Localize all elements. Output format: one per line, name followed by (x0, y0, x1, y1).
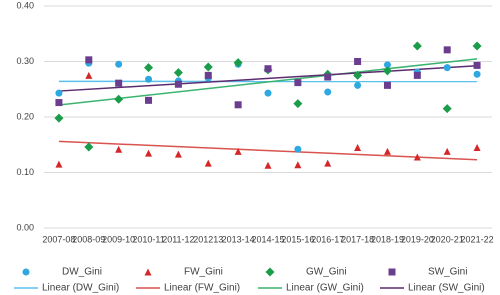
point (115, 60, 123, 68)
point (443, 64, 451, 72)
point (324, 73, 332, 81)
point (324, 88, 332, 96)
point (234, 101, 242, 109)
point (204, 71, 212, 79)
x-tick-label: 2019-20 (401, 234, 434, 244)
point (294, 145, 302, 153)
point (115, 145, 123, 153)
point (443, 46, 451, 54)
point (443, 147, 451, 155)
legend-marker (144, 268, 152, 276)
legend-label: GW_Gini (306, 267, 347, 278)
point (383, 147, 391, 155)
x-tick-label: 2010-11 (132, 234, 164, 244)
x-tick-label: 2009-10 (102, 234, 135, 244)
y-tick-label: 0.40 (16, 0, 34, 10)
point (55, 99, 63, 107)
point (145, 149, 153, 157)
point (264, 161, 272, 169)
point (353, 70, 363, 80)
point (203, 62, 213, 72)
legend-marker (265, 267, 275, 277)
x-tick-label: 2015-16 (281, 234, 314, 244)
y-tick-label: 0.30 (16, 56, 34, 66)
trendline (58, 58, 478, 106)
point (472, 41, 482, 51)
x-tick-label: 2007-08 (42, 234, 75, 244)
point (145, 96, 153, 104)
x-tick-label: 2020-21 (431, 234, 464, 244)
trendline (58, 65, 478, 92)
x-tick-label: 201213 (193, 234, 223, 244)
legend-label: FW_Gini (184, 267, 223, 278)
point (442, 104, 452, 114)
point (473, 61, 481, 69)
legend-label: Linear (DW_Gini) (42, 283, 119, 294)
point (293, 99, 303, 109)
x-tick-label: 2014-15 (251, 234, 284, 244)
legend-label: Linear (GW_Gini) (286, 283, 364, 294)
point (473, 70, 481, 78)
x-tick-label: 2008-09 (72, 234, 105, 244)
x-tick-label: 2016-17 (311, 234, 344, 244)
x-tick-label: 2021-22 (461, 234, 494, 244)
point (85, 56, 93, 64)
point (85, 71, 93, 79)
point (115, 79, 123, 87)
point (174, 150, 182, 158)
trendline (58, 140, 478, 161)
legend-label: SW_Gini (428, 267, 467, 278)
point (145, 75, 153, 83)
x-tick-label: 2011-12 (162, 234, 194, 244)
point (204, 159, 212, 167)
point (233, 58, 243, 68)
point (412, 41, 422, 51)
point (55, 89, 63, 97)
point (264, 89, 272, 97)
legend-marker (388, 268, 396, 276)
point (173, 68, 183, 78)
point (324, 159, 332, 167)
legend-marker (22, 268, 30, 276)
legend-label: Linear (FW_Gini) (164, 283, 240, 294)
point (234, 147, 242, 155)
point (413, 153, 421, 161)
point (144, 63, 154, 73)
point (354, 58, 362, 65)
x-tick-label: 2018-19 (371, 234, 404, 244)
point (294, 161, 302, 169)
point (354, 81, 362, 89)
point (54, 113, 64, 123)
x-tick-label: 2013-14 (222, 234, 255, 244)
point (383, 81, 391, 89)
y-tick-label: 0.10 (16, 167, 34, 177)
point (354, 144, 362, 152)
y-tick-label: 0.00 (16, 222, 34, 232)
point (174, 80, 182, 88)
point (473, 144, 481, 152)
point (114, 94, 124, 104)
point (383, 61, 391, 69)
x-tick-label: 2017-18 (341, 234, 374, 244)
point (382, 66, 392, 76)
legend-label: DW_Gini (62, 267, 102, 278)
legend-label: Linear (SW_Gini) (408, 283, 485, 294)
point (294, 79, 302, 87)
point (264, 65, 272, 73)
point (55, 160, 63, 168)
point (84, 142, 94, 152)
y-tick-label: 0.20 (16, 111, 34, 121)
point (413, 71, 421, 79)
